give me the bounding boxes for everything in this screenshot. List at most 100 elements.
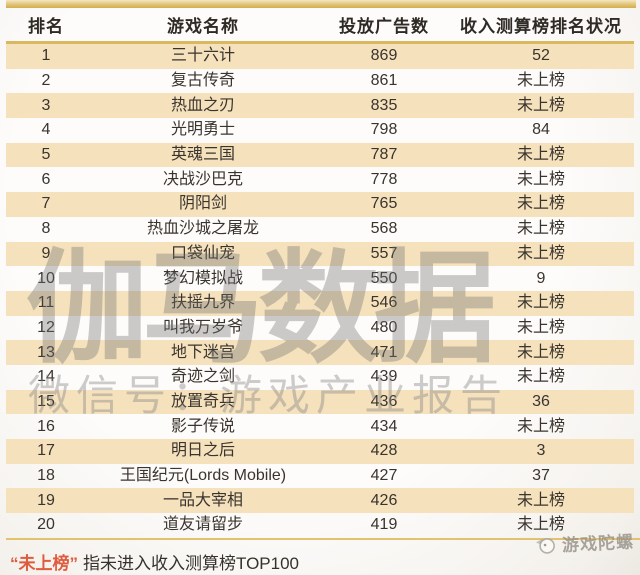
table-bottom-border bbox=[6, 538, 640, 540]
footnote-text: 指未进入收入测算榜TOP100 bbox=[83, 554, 300, 573]
revenue-rank-cell: 84 bbox=[532, 121, 550, 139]
revenue-rank-cell: 未上榜 bbox=[516, 318, 565, 336]
rank-cell: 12 bbox=[37, 318, 55, 336]
game-name-cell: 地下迷宫 bbox=[170, 343, 235, 361]
rank-cell: 11 bbox=[37, 294, 55, 312]
game-name-cell: 决战沙巴克 bbox=[162, 170, 243, 188]
game-name-cell: 叫我万岁爷 bbox=[162, 318, 243, 336]
revenue-rank-cell: 未上榜 bbox=[516, 368, 565, 386]
rank-cell: 14 bbox=[37, 368, 55, 386]
revenue-rank-cell: 未上榜 bbox=[516, 170, 565, 188]
table-row: 7 阴阳剑 765 未上榜 bbox=[6, 192, 634, 217]
revenue-rank-cell: 未上榜 bbox=[516, 491, 565, 509]
game-gyro-logo: 游戏陀螺 bbox=[532, 527, 635, 557]
game-name-cell: 放置奇兵 bbox=[170, 392, 235, 410]
game-name-cell: 道友请留步 bbox=[162, 516, 243, 534]
revenue-rank-cell: 3 bbox=[536, 442, 546, 460]
ad-count-cell: 861 bbox=[370, 72, 398, 90]
revenue-rank-cell: 未上榜 bbox=[516, 244, 565, 262]
game-ad-ranking-table: 排名 游戏名称 投放广告数 收入测算榜排名状况 1 三十六计 869 52 2 复古传奇 8… bbox=[6, 8, 634, 538]
ad-count-cell: 787 bbox=[370, 146, 398, 164]
table-body: 1 三十六计 869 52 2 复古传奇 861 未上榜 3 热血之刃 835 未上榜 4 光明勇士 798… bbox=[6, 42, 634, 538]
game-name-cell: 热血沙城之屠龙 bbox=[146, 220, 259, 238]
revenue-rank-cell: 未上榜 bbox=[516, 417, 565, 435]
col-header-rank: 排名 bbox=[6, 8, 86, 44]
rank-cell: 2 bbox=[41, 72, 51, 90]
game-name-cell: 英魂三国 bbox=[170, 146, 235, 164]
table-row: 11 扶摇九界 546 未上榜 bbox=[6, 290, 634, 316]
table-row: 10 梦幻模拟战 550 9 bbox=[6, 266, 634, 291]
game-name-cell: 复古传奇 bbox=[170, 72, 235, 90]
ad-count-cell: 434 bbox=[370, 417, 398, 435]
ad-count-cell: 798 bbox=[370, 121, 398, 139]
rank-cell: 18 bbox=[37, 467, 55, 485]
game-name-cell: 影子传说 bbox=[170, 417, 235, 435]
rank-cell: 3 bbox=[41, 96, 51, 114]
game-name-cell: 光明勇士 bbox=[170, 121, 235, 139]
game-name-cell: 奇迹之剑 bbox=[170, 368, 235, 386]
revenue-rank-cell: 36 bbox=[532, 392, 550, 410]
table-row: 8 热血沙城之屠龙 568 未上榜 bbox=[6, 217, 634, 242]
revenue-rank-cell: 未上榜 bbox=[516, 195, 565, 213]
revenue-rank-cell: 未上榜 bbox=[516, 146, 565, 164]
rank-cell: 5 bbox=[41, 146, 51, 164]
game-name-cell: 一品大宰相 bbox=[162, 491, 243, 509]
ad-count-cell: 869 bbox=[370, 47, 398, 65]
rank-cell: 9 bbox=[41, 244, 51, 262]
rank-cell: 7 bbox=[41, 195, 51, 213]
ad-count-cell: 557 bbox=[370, 244, 398, 262]
ad-count-cell: 439 bbox=[370, 368, 398, 386]
rank-cell: 17 bbox=[37, 442, 55, 460]
ad-count-cell: 436 bbox=[370, 392, 398, 410]
ad-count-cell: 428 bbox=[370, 442, 398, 460]
game-name-cell: 阴阳剑 bbox=[178, 195, 227, 213]
table-row: 18 王国纪元(Lords Mobile) 427 37 bbox=[6, 464, 634, 489]
revenue-rank-cell: 未上榜 bbox=[516, 72, 565, 90]
game-name-cell: 梦幻模拟战 bbox=[162, 269, 243, 287]
table-row: 2 复古传奇 861 未上榜 bbox=[6, 69, 634, 94]
table-row: 17 明日之后 428 3 bbox=[6, 439, 634, 464]
table-row: 9 口袋仙宠 557 未上榜 bbox=[6, 241, 634, 267]
table-row: 12 叫我万岁爷 480 未上榜 bbox=[6, 316, 634, 341]
ad-count-cell: 550 bbox=[370, 269, 398, 287]
game-gyro-mascot-icon bbox=[533, 534, 558, 555]
rank-cell: 4 bbox=[41, 121, 51, 139]
revenue-rank-cell: 未上榜 bbox=[516, 220, 565, 238]
col-header-revenue-rank: 收入测算榜排名状况 bbox=[448, 8, 634, 44]
revenue-rank-cell: 未上榜 bbox=[516, 343, 565, 361]
table-row: 1 三十六计 869 52 bbox=[6, 42, 634, 69]
game-name-cell: 热血之刃 bbox=[170, 96, 235, 114]
table-row: 3 热血之刃 835 未上榜 bbox=[6, 93, 634, 119]
ad-count-cell: 778 bbox=[370, 170, 398, 188]
rank-cell: 10 bbox=[37, 269, 55, 287]
table-row: 20 道友请留步 419 未上榜 bbox=[6, 513, 634, 538]
ad-count-cell: 568 bbox=[370, 220, 398, 238]
table-row: 15 放置奇兵 436 36 bbox=[6, 389, 634, 415]
rank-cell: 19 bbox=[37, 491, 55, 509]
ad-count-cell: 427 bbox=[370, 467, 398, 485]
ad-count-cell: 546 bbox=[370, 294, 398, 312]
table-row: 16 影子传说 434 未上榜 bbox=[6, 414, 634, 439]
revenue-rank-cell: 未上榜 bbox=[516, 96, 565, 114]
revenue-rank-cell: 37 bbox=[532, 467, 550, 485]
ad-count-cell: 419 bbox=[370, 516, 398, 534]
game-name-cell: 扶摇九界 bbox=[170, 294, 235, 312]
table-row: 19 一品大宰相 426 未上榜 bbox=[6, 488, 634, 514]
ad-count-cell: 835 bbox=[370, 96, 398, 114]
game-name-cell: 王国纪元(Lords Mobile) bbox=[119, 467, 287, 485]
col-header-ad-count: 投放广告数 bbox=[320, 8, 448, 44]
table-row: 5 英魂三国 787 未上榜 bbox=[6, 142, 634, 168]
ad-count-cell: 480 bbox=[370, 318, 398, 336]
col-header-game-name: 游戏名称 bbox=[86, 8, 320, 44]
game-name-cell: 明日之后 bbox=[170, 442, 235, 460]
table-top-accent-bar bbox=[6, 0, 636, 8]
rank-cell: 13 bbox=[37, 343, 55, 361]
table-row: 6 决战沙巴克 778 未上榜 bbox=[6, 167, 634, 192]
footnote-term: “未上榜” bbox=[10, 554, 78, 573]
game-gyro-logo-text: 游戏陀螺 bbox=[561, 532, 635, 556]
rank-cell: 15 bbox=[37, 392, 55, 410]
game-name-cell: 口袋仙宠 bbox=[170, 244, 235, 262]
table-row: 14 奇迹之剑 439 未上榜 bbox=[6, 365, 634, 390]
rank-cell: 16 bbox=[37, 417, 55, 435]
